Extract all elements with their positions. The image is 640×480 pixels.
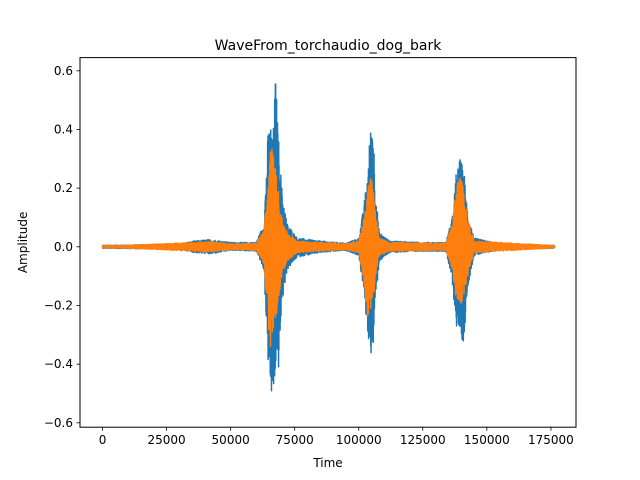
y-axis-label: Amplitude [16,212,30,274]
y-tick-label: 0.4 [54,122,73,136]
y-tick-label: −0.6 [44,416,73,430]
y-tick-label: −0.2 [44,298,73,312]
x-tick-label: 50000 [212,433,250,447]
x-tick-label: 175000 [528,433,574,447]
x-tick-label: 0 [99,433,107,447]
plot-frame [79,57,577,428]
x-axis: 0 25000 50000 75000 100000 125000 150000 175000 [99,427,574,447]
y-tick-label: 0.6 [54,64,73,78]
y-tick-label: 0.0 [54,240,73,254]
y-tick-label: −0.4 [44,357,73,371]
waveform-series-2 [101,148,556,348]
x-tick-label: 100000 [336,433,382,447]
x-tick-label: 25000 [148,433,186,447]
chart-title: WaveFrom_torchaudio_dog_bark [215,38,443,54]
y-tick-label: 0.2 [54,181,73,195]
x-tick-label: 150000 [464,433,510,447]
y-axis: −0.6 −0.4 −0.2 0.0 0.2 0.4 0.6 [44,64,80,430]
x-axis-label: Time [312,456,342,470]
x-tick-label: 75000 [276,433,314,447]
series-layer [101,83,556,392]
x-tick-label: 125000 [400,433,446,447]
